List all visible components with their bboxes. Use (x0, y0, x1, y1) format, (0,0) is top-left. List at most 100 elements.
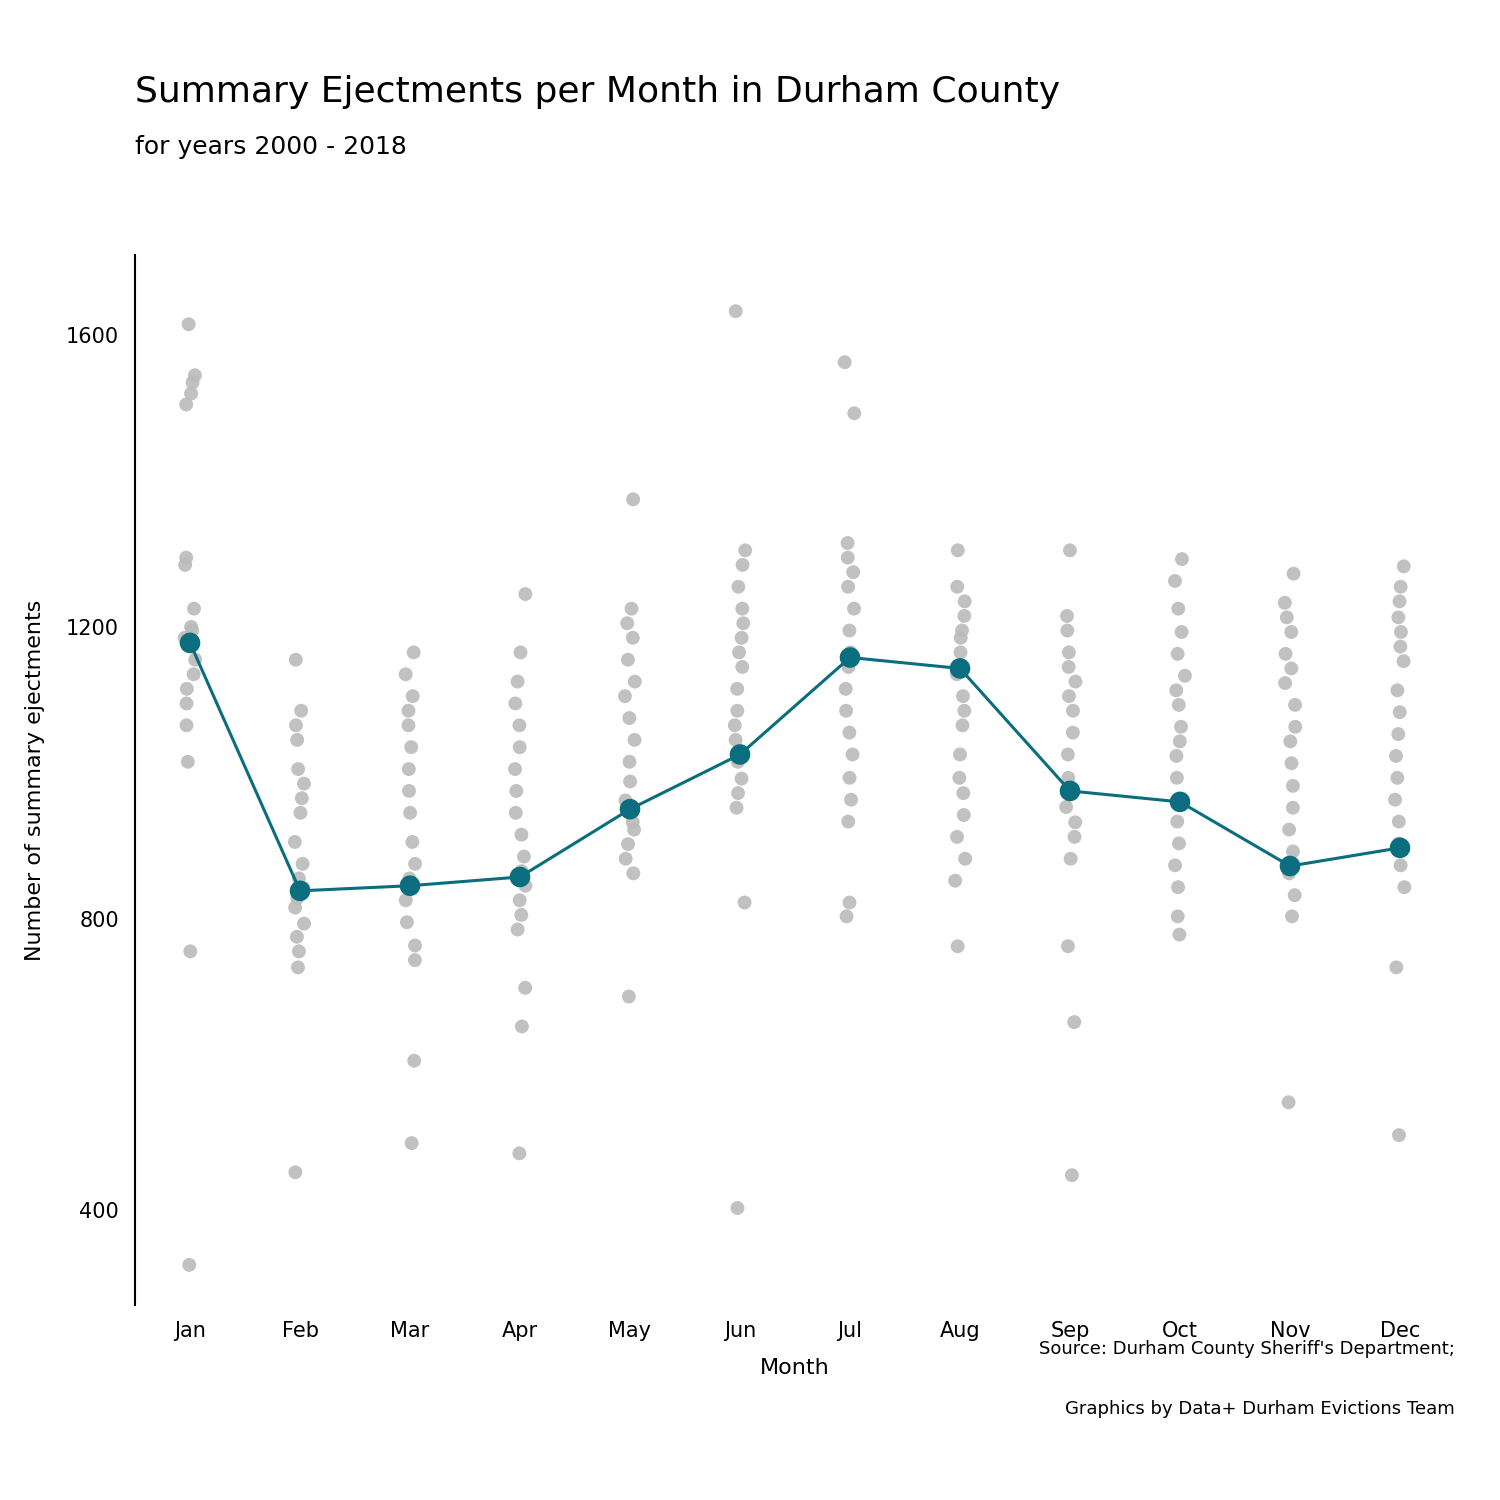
Point (1280, 752, 1304, 776)
Point (512, 844, 536, 868)
X-axis label: Month: Month (760, 1358, 830, 1377)
Point (1392, 650, 1416, 674)
Point (1060, 699, 1084, 723)
Point (1058, 684, 1082, 708)
Point (833, 350, 856, 374)
Point (621, 861, 645, 885)
Point (285, 728, 309, 752)
Point (839, 640, 862, 664)
Point (398, 758, 422, 782)
Point (394, 910, 418, 934)
Point (178, 632, 203, 656)
Point (1166, 874, 1190, 898)
Point (1167, 693, 1191, 717)
Point (1282, 884, 1306, 908)
Point (183, 648, 207, 672)
Point (1056, 782, 1080, 806)
Point (174, 692, 198, 715)
Point (1162, 853, 1186, 877)
Point (1164, 678, 1188, 702)
Point (730, 656, 754, 680)
Point (1166, 642, 1190, 666)
Point (292, 912, 316, 936)
Point (1388, 700, 1411, 724)
Point (290, 786, 314, 810)
Point (1056, 742, 1080, 766)
Point (284, 714, 308, 738)
Point (399, 1131, 423, 1155)
Point (1054, 795, 1078, 819)
Point (510, 822, 534, 846)
Point (837, 618, 861, 642)
Point (176, 750, 200, 774)
Point (616, 648, 640, 672)
Point (285, 926, 309, 950)
Point (1281, 795, 1305, 819)
Point (1281, 561, 1305, 585)
Point (174, 393, 198, 417)
Point (504, 801, 528, 825)
Point (836, 810, 860, 834)
Point (1056, 656, 1080, 680)
Point (842, 560, 866, 584)
Point (952, 802, 976, 826)
Point (400, 684, 424, 708)
Point (1167, 597, 1191, 621)
Point (1278, 853, 1302, 877)
Point (506, 669, 530, 693)
Text: Source: Durham County Sheriff's Department;: Source: Durham County Sheriff's Departme… (1040, 1340, 1455, 1358)
Point (177, 312, 201, 336)
Point (944, 868, 968, 892)
Point (723, 714, 747, 738)
Point (286, 758, 310, 782)
Text: Summary Ejectments per Month in Durham County: Summary Ejectments per Month in Durham C… (135, 75, 1060, 109)
Point (290, 699, 314, 723)
Point (1386, 831, 1410, 855)
Y-axis label: Number of summary ejectments: Number of summary ejectments (26, 600, 45, 960)
Point (172, 554, 196, 578)
Point (834, 904, 858, 928)
Point (951, 782, 975, 806)
Point (177, 1252, 201, 1276)
Point (1392, 874, 1416, 898)
Point (840, 742, 864, 766)
Point (728, 640, 752, 664)
Point (618, 706, 642, 730)
Point (1281, 840, 1305, 864)
Point (1284, 716, 1308, 740)
Point (836, 546, 860, 570)
Point (728, 742, 752, 766)
Point (1384, 744, 1408, 768)
Point (510, 903, 534, 927)
Point (622, 669, 646, 693)
Point (503, 758, 526, 782)
Point (1389, 574, 1413, 598)
Point (839, 645, 862, 669)
Point (837, 891, 861, 915)
Point (945, 825, 969, 849)
Point (1388, 590, 1411, 613)
Point (1062, 1010, 1086, 1034)
Point (1274, 591, 1298, 615)
Point (834, 676, 858, 700)
Point (396, 699, 420, 723)
Point (1392, 555, 1416, 579)
Point (839, 788, 862, 812)
Point (1059, 846, 1083, 870)
Point (286, 939, 310, 963)
Point (288, 801, 312, 825)
Point (404, 948, 427, 972)
Point (174, 546, 198, 570)
Point (726, 574, 750, 598)
Point (952, 604, 976, 628)
Point (945, 934, 969, 958)
Point (506, 918, 530, 942)
Point (952, 590, 976, 613)
Point (509, 640, 532, 664)
Point (836, 531, 860, 555)
Point (183, 363, 207, 387)
Point (398, 873, 422, 897)
Point (730, 554, 754, 578)
Point (284, 830, 308, 854)
Point (622, 728, 646, 752)
